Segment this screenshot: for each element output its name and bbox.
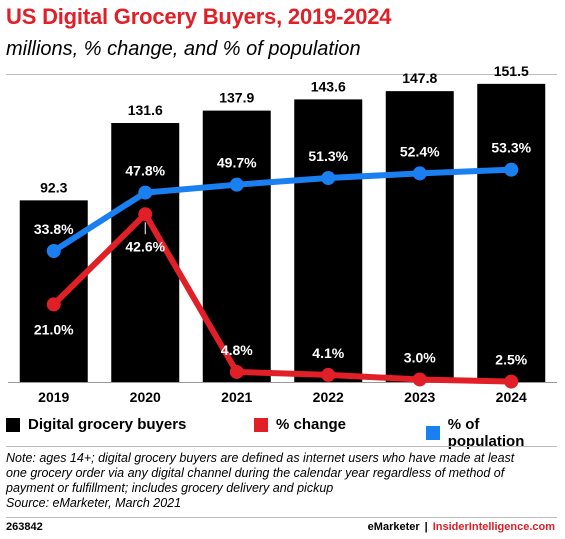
pct-change-line [50,211,515,385]
bar-2023 [385,91,454,382]
brand-footer: eMarketer | InsiderIntelligence.com [368,521,555,533]
bar-label-2022: 143.6 [311,78,346,94]
pct-change-label-2020: 42.6% [125,238,165,254]
legend-label: % change [276,416,347,433]
pct-change-point-2024 [504,374,519,389]
x-tick-label-2024: 2024 [496,389,527,405]
x-tick-label-2023: 2023 [404,389,435,405]
pct-population-point-2021 [229,177,244,192]
legend-swatch [6,417,20,432]
bar-label-2023: 147.8 [402,70,437,86]
note-divider [6,446,557,447]
pct-population-label-2022: 51.3% [308,148,348,164]
brand-insider-intelligence: InsiderIntelligence.com [432,521,555,533]
pct-change-point-2019 [46,297,61,312]
footer-divider [6,517,557,518]
pct-change-label-2023: 3.0% [404,349,436,365]
x-tick-label-2022: 2022 [313,389,344,405]
chart-note: Note: ages 14+; digital grocery buyers a… [6,451,554,511]
bar-2022 [294,99,363,383]
pct-population-point-2024 [504,162,519,177]
bar-2024 [477,83,546,382]
chart-title: US Digital Grocery Buyers, 2019-2024 [6,4,392,29]
pct-change-point-2023 [412,372,427,387]
x-tick-label-2019: 2019 [38,389,69,405]
x-tick-label-2020: 2020 [130,389,161,405]
pct-population-label-2019: 33.8% [34,221,74,237]
combo-chart: 92.3 131.6 137.9 143.6 147.8 151.5 2019 2020 202… [8,63,557,405]
note-line: Note: ages 14+; digital grocery buyers a… [6,451,515,465]
pct-change-point-2021 [229,364,244,379]
pct-population-point-2019 [46,244,61,259]
pct-population-label-2023: 52.4% [400,143,440,159]
source-line: Source: eMarketer, March 2021 [6,496,182,510]
pct-change-label-2019: 21.0% [34,321,74,337]
pct-change-label-2022: 4.1% [312,345,344,361]
legend-item: Digital grocery buyers [6,416,186,433]
pct-population-point-2020 [138,185,153,200]
top-divider [6,74,557,75]
pct-change-label-2021: 4.8% [221,342,253,358]
pct-change-label-2024: 2.5% [495,352,527,368]
brand-emarketer: eMarketer [367,521,420,533]
legend-item: % change [254,416,346,433]
pct-change-point-2022 [321,367,336,382]
pct-population-point-2022 [321,171,336,186]
legend-label: Digital grocery buyers [28,416,187,433]
legend: Digital grocery buyers % change % of popul… [6,416,558,450]
bar-label-2019: 92.3 [40,179,67,195]
legend-item: % of population [426,416,558,450]
note-line: one grocery order via any digital channe… [6,466,505,480]
chart-id: 263842 [6,521,43,533]
legend-label: % of population [447,416,525,450]
chart-subtitle: millions, % change, and % of population [6,38,361,60]
pct-population-label-2020: 47.8% [125,163,165,179]
bar-2019 [19,200,88,382]
note-line: payment or fulfillment; includes grocery… [6,481,334,495]
bar-label-2021: 137.9 [219,90,254,106]
pct-population-line [50,166,515,255]
legend-swatch [426,426,440,440]
pct-change-point-2020 [138,207,153,222]
bar-label-2020: 131.6 [128,102,163,118]
pct-population-label-2021: 49.7% [217,155,257,171]
pct-population-point-2023 [412,166,427,181]
pct-population-label-2024: 53.3% [491,140,531,156]
legend-swatch [254,417,268,432]
x-tick-label-2021: 2021 [221,389,252,405]
bar-label-2024: 151.5 [494,63,529,79]
brand-separator: | [424,521,428,533]
